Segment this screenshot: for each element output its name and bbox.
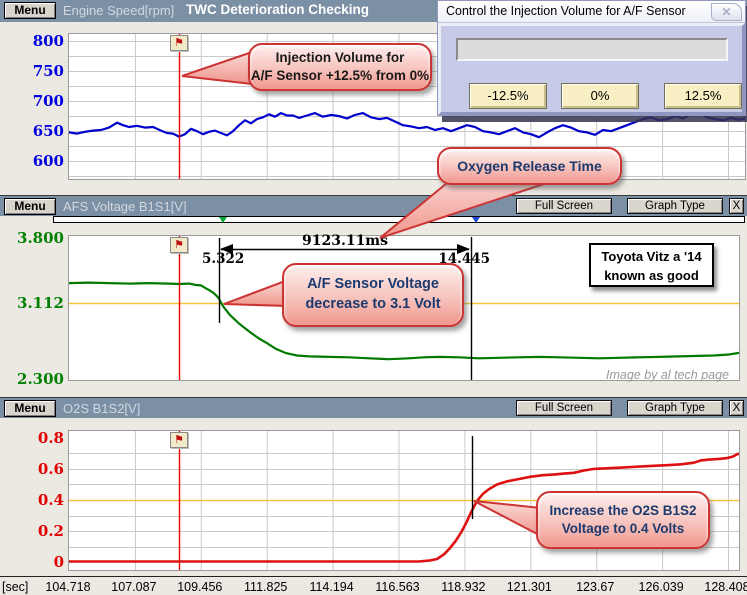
x-tick-label: 118.932 — [441, 580, 486, 594]
full-screen-button-o2s[interactable]: Full Screen — [516, 400, 612, 416]
vehicle-info-box: Toyota Vitz a '14 known as good — [589, 243, 714, 287]
x-tick-label: 109.456 — [177, 580, 223, 594]
dialog-title: Control the Injection Volume for A/F Sen… — [438, 1, 745, 23]
y-axis-label: 650 — [32, 122, 64, 141]
y-axis-label: 800 — [32, 31, 64, 50]
close-button-afs[interactable]: X — [729, 198, 744, 214]
measurement-start-label: 5.322 — [202, 251, 245, 267]
flag-marker-icon[interactable]: ⚑ — [170, 35, 188, 51]
y-axis-label: 3.112 — [17, 293, 64, 312]
x-tick-label: 126.039 — [638, 580, 684, 594]
measurement-duration-label: 9123.11ms — [301, 233, 389, 249]
minus-12-5-button[interactable]: -12.5% — [469, 83, 547, 109]
y-axis-label: 750 — [32, 62, 64, 80]
engine-speed-signal-label: Engine Speed[rpm] — [63, 3, 175, 18]
oxygen-release-callout: Oxygen Release Time — [437, 147, 622, 185]
afs-voltage-callout: A/F Sensor Voltage decrease to 3.1 Volt — [282, 263, 464, 327]
flag-marker-icon[interactable]: ⚑ — [170, 432, 188, 448]
injection-value-field[interactable] — [456, 38, 728, 61]
x-tick-label: 116.563 — [375, 580, 420, 594]
x-tick-label: 107.087 — [111, 580, 157, 594]
dialog-body: -12.5% 0% 12.5% — [438, 23, 745, 115]
zero-percent-button[interactable]: 0% — [561, 83, 639, 109]
cursor-b-marker[interactable] — [472, 217, 480, 223]
injection-control-dialog: Control the Injection Volume for A/F Sen… — [437, 0, 746, 116]
y-axis-label: 600 — [32, 152, 64, 171]
x-tick-label: 114.194 — [309, 580, 354, 594]
y-axis-label: 0.4 — [37, 491, 64, 509]
y-axis-label: 700 — [32, 92, 64, 111]
flag-marker-icon[interactable]: ⚑ — [170, 237, 188, 253]
x-tick-label: 111.825 — [244, 580, 288, 594]
injection-volume-callout: Injection Volume for A/F Sensor +12.5% fr… — [248, 43, 432, 91]
menu-button-o2s[interactable]: Menu — [4, 400, 56, 417]
timeline-range-bar[interactable] — [53, 216, 745, 223]
afs-voltage-trace — [69, 236, 739, 380]
graph-type-button-afs[interactable]: Graph Type — [627, 198, 723, 214]
close-button-o2s[interactable]: X — [729, 400, 744, 416]
plus-12-5-button[interactable]: 12.5% — [664, 83, 742, 109]
y-axis-label: 3.800 — [17, 228, 64, 247]
y-axis-label: 0.2 — [37, 522, 64, 541]
afs-signal-label: AFS Voltage B1S1[V] — [63, 199, 187, 214]
dialog-close-icon[interactable]: ✕ — [711, 3, 742, 21]
y-axis-label: 2.300 — [17, 369, 64, 388]
o2s-signal-label: O2S B1S2[V] — [63, 401, 141, 416]
y-axis-label: 0.8 — [37, 428, 64, 447]
x-tick-label: 104.718 — [45, 580, 91, 594]
o2s-panel-header: Menu O2S B1S2[V] Full Screen Graph Type … — [0, 397, 747, 418]
image-credit-text: Image by al tech page — [606, 368, 729, 382]
afs-voltage-panel-header: Menu AFS Voltage B1S1[V] Full Screen Gra… — [0, 195, 747, 216]
o2s-voltage-callout: Increase the O2S B1S2 Voltage to 0.4 Volt… — [536, 491, 710, 549]
time-axis-unit: [sec] — [2, 580, 29, 594]
menu-button-engine-speed[interactable]: Menu — [4, 2, 56, 19]
x-tick-label: 128.408 — [704, 580, 747, 594]
menu-button-afs[interactable]: Menu — [4, 198, 56, 215]
full-screen-button-afs[interactable]: Full Screen — [516, 198, 612, 214]
x-tick-label: 121.301 — [506, 580, 552, 594]
x-tick-label: 123.67 — [576, 580, 615, 594]
y-axis-label: 0 — [53, 553, 64, 572]
y-axis-label: 0.6 — [37, 459, 64, 478]
cursor-a-marker[interactable] — [219, 217, 227, 223]
page-title: TWC Deterioration Checking — [186, 2, 370, 17]
graph-type-button-o2s[interactable]: Graph Type — [627, 400, 723, 416]
time-axis: [sec] 104.718 107.087 109.456 111.825 114.19… — [0, 576, 747, 595]
